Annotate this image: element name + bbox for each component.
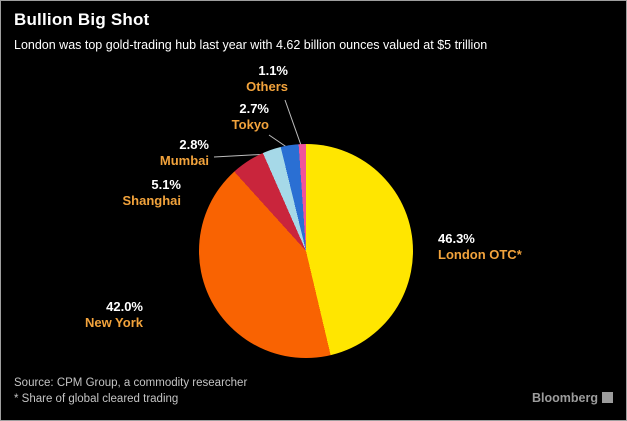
label-mumbai: 2.8% Mumbai: [119, 137, 209, 169]
footnote-line: * Share of global cleared trading: [14, 393, 179, 405]
leader-line-others: [284, 99, 303, 149]
label-london-otc-name: London OTC*: [438, 247, 522, 262]
label-shanghai: 5.1% Shanghai: [89, 177, 181, 209]
chart-title: Bullion Big Shot: [14, 10, 150, 29]
chart-footnotes: Source: CPM Group, a commodity researche…: [14, 375, 247, 407]
label-tokyo-percent: 2.7%: [239, 101, 269, 116]
chart-header: Bullion Big Shot London was top gold-tra…: [14, 10, 616, 52]
label-others-percent: 1.1%: [258, 63, 288, 78]
label-others-name: Others: [246, 79, 288, 94]
label-new-york-percent: 42.0%: [106, 299, 143, 314]
source-line: Source: CPM Group, a commodity researche…: [14, 377, 248, 389]
label-shanghai-percent: 5.1%: [151, 177, 181, 192]
pie-chart: [199, 144, 413, 358]
label-others: 1.1% Others: [198, 63, 288, 95]
label-london-otc: 46.3% London OTC*: [438, 231, 568, 263]
label-shanghai-name: Shanghai: [122, 193, 181, 208]
label-new-york-name: New York: [84, 315, 143, 330]
label-london-otc-percent: 46.3%: [438, 231, 475, 246]
bloomberg-logo-mark-icon: [602, 392, 613, 403]
bloomberg-logo: Bloomberg: [532, 391, 613, 405]
label-mumbai-percent: 2.8%: [179, 137, 209, 152]
label-tokyo: 2.7% Tokyo: [179, 101, 269, 133]
label-mumbai-name: Mumbai: [159, 153, 209, 168]
label-tokyo-name: Tokyo: [231, 117, 269, 132]
bloomberg-wordmark: Bloomberg: [532, 391, 598, 405]
label-new-york: 42.0% New York: [53, 299, 143, 331]
chart-subtitle: London was top gold-trading hub last yea…: [14, 38, 488, 52]
